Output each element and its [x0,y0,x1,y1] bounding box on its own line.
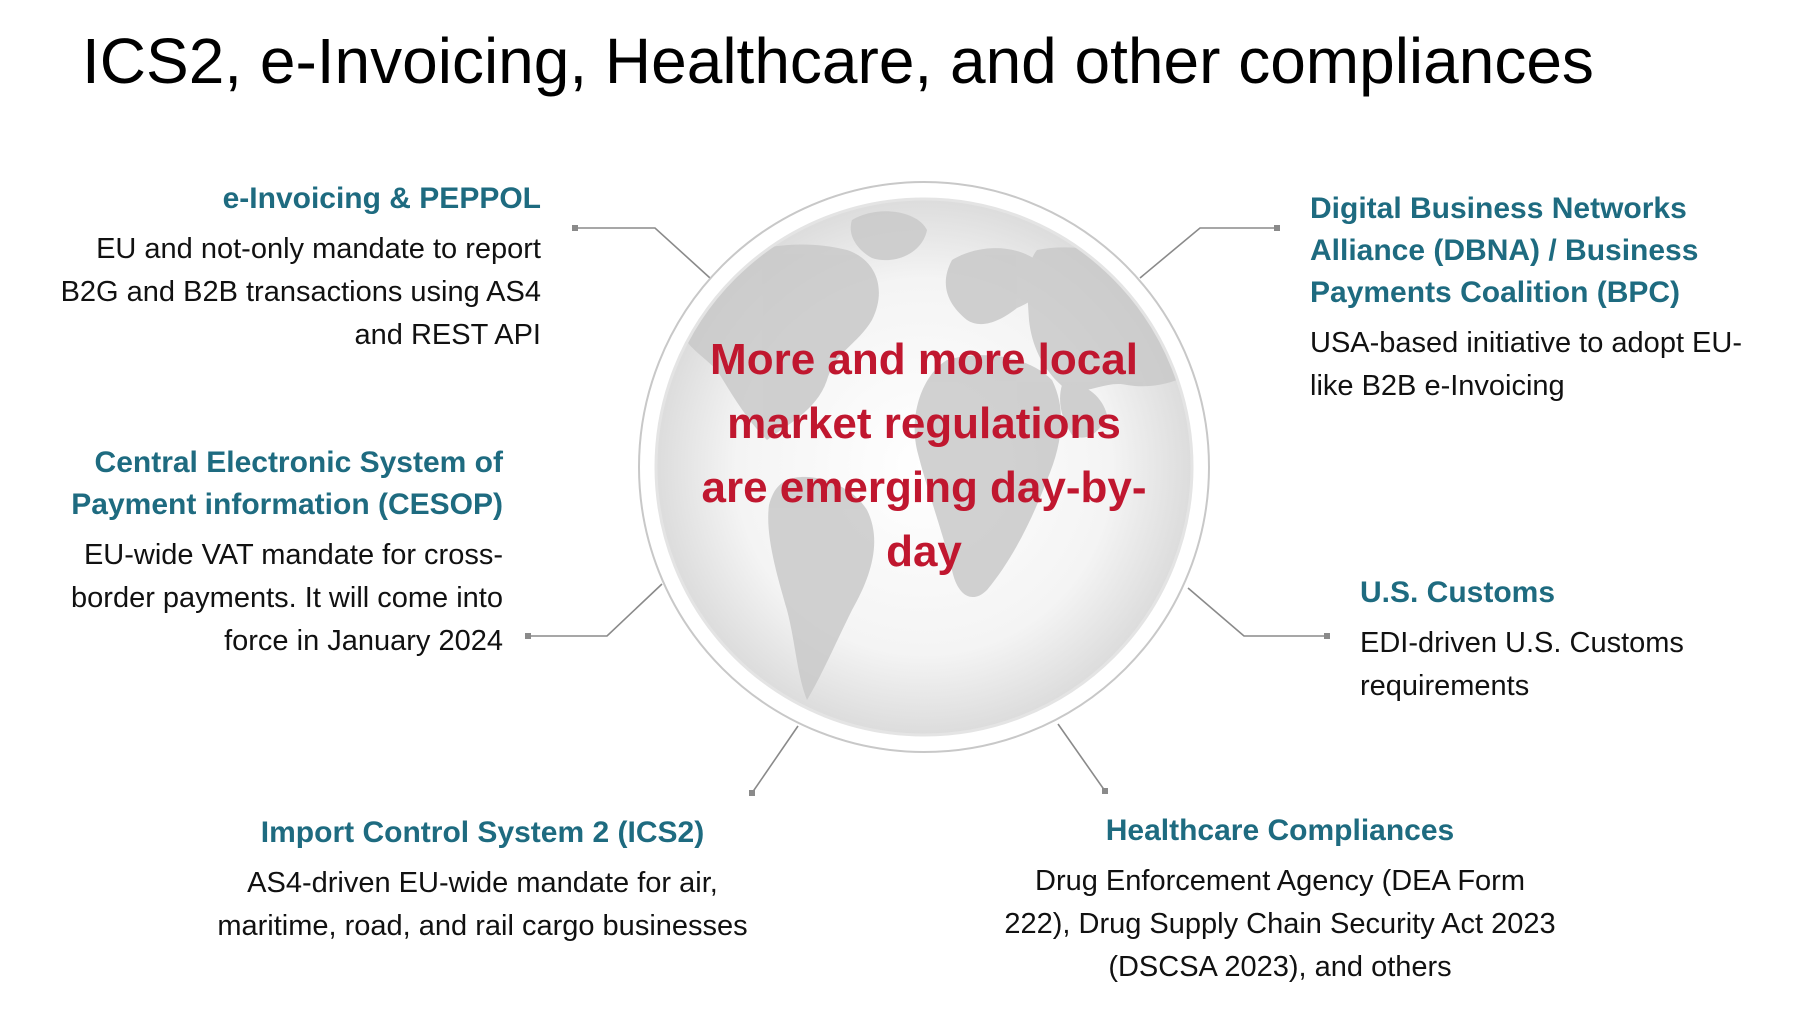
connector-dot [749,790,755,796]
connector-dot [1102,788,1108,794]
connector-cesop [528,583,663,637]
item-ics2: Import Control System 2 (ICS2) AS4-drive… [210,812,755,948]
item-title: Healthcare Compliances [1105,814,1455,847]
item-description: EU and not-only mandate to report B2G an… [60,233,541,351]
center-message: More and more local market regulations a… [701,335,1147,576]
item-description: Drug Enforcement Agency (DEA Form 222), … [1004,865,1556,983]
item-description: EDI-driven U.S. Customs requirements [1360,627,1684,702]
item-title: U.S. Customs [1360,576,1556,609]
item-healthcare: Healthcare Compliances Drug Enforcement … [1000,810,1560,989]
connector-dot [1324,633,1330,639]
connector-healthcare [1057,723,1106,792]
item-title: e-Invoicing & PEPPOL [222,182,541,215]
item-description: EU-wide VAT mandate for cross-border pay… [71,539,503,657]
item-dbna: Digital Business Networks Alliance (DBNA… [1310,188,1785,408]
connector-ics2 [751,725,799,794]
connector-customs [1187,587,1327,637]
item-einvoicing: e-Invoicing & PEPPOL EU and not-only man… [40,178,541,357]
item-description: USA-based initiative to adopt EU-like B2… [1310,327,1742,402]
connector-dot [572,225,578,231]
connector-dbna [1139,227,1277,279]
item-cesop: Central Electronic System of Payment inf… [30,442,503,663]
connector-dot [1274,225,1280,231]
item-title: Central Electronic System of Payment inf… [71,446,503,521]
item-title: Digital Business Networks Alliance (DBNA… [1310,192,1699,309]
item-description: AS4-driven EU-wide mandate for air, mari… [217,867,748,942]
connector-dot [525,633,531,639]
item-customs: U.S. Customs EDI-driven U.S. Customs req… [1360,572,1760,708]
connector-einvoicing [575,227,711,279]
item-title: Import Control System 2 (ICS2) [260,816,705,849]
globe-icon [638,181,1210,753]
page-title: ICS2, e-Invoicing, Healthcare, and other… [82,25,1594,97]
